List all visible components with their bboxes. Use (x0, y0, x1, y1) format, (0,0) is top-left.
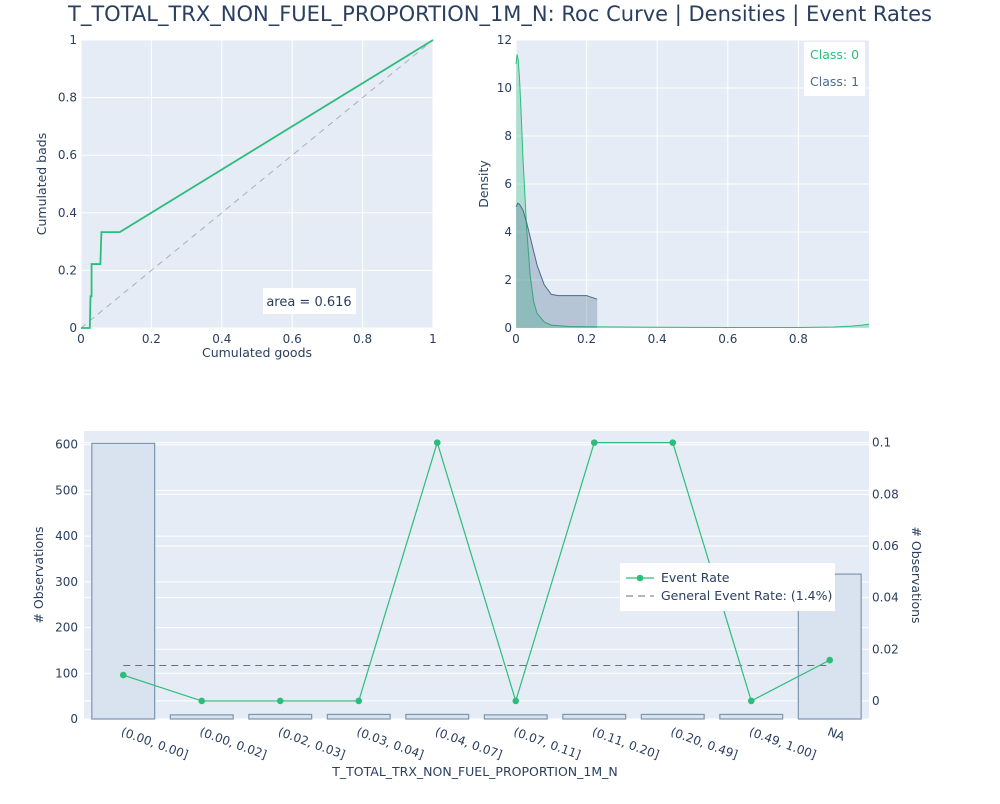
event-rate-left-tick-label: 300 (55, 575, 78, 589)
event-rate-category-label: (0.49, 1.00] (747, 725, 818, 762)
density-legend-box (804, 42, 865, 96)
event-rate-point (669, 439, 677, 446)
event-rate-point (119, 671, 127, 679)
roc-y-tick-label: 0 (69, 321, 77, 335)
event-rate-left-tick-label: 500 (55, 483, 78, 497)
observation-bar (562, 713, 627, 720)
event-rate-right-tick-label: 0.1 (872, 436, 891, 450)
observation-bar (405, 713, 470, 720)
density-y-tick-label: 2 (504, 273, 512, 287)
roc-y-tick-label: 0.4 (58, 206, 77, 220)
density-grid (515, 39, 869, 329)
roc-area-annotation: area = 0.616 (266, 295, 351, 310)
observation-bar (248, 713, 313, 720)
event-rate-point (355, 697, 363, 705)
roc-y-tick-label: 0.2 (58, 263, 77, 277)
event-rate-panel: 0 100 200 300 400 500 600 0 0.02 0.04 0.06 0.08 0.1 (… (31, 431, 924, 779)
event-rate-category-label: (0.04, 0.07] (433, 725, 504, 762)
density-ticks: 0 0.2 0.4 0.6 0.8 0 2 4 6 8 10 12 (497, 33, 808, 346)
event-rate-category-label: (0.02, 0.03] (276, 725, 347, 762)
event-rate-right-y-axis-label: # Observations (909, 526, 924, 623)
event-rate-point (747, 697, 755, 705)
density-x-tick-label: 0.2 (577, 332, 596, 346)
event-rate-category-label: (0.00, 0.02] (198, 725, 269, 762)
density-y-tick-label: 4 (504, 225, 512, 239)
event-rate-category-label: (0.11, 0.20] (590, 725, 661, 762)
event-rate-right-tick-label: 0.08 (872, 487, 899, 501)
roc-y-tick-label: 0.6 (58, 148, 77, 162)
roc-x-axis-label: Cumulated goods (202, 345, 312, 360)
event-rate-point (826, 656, 834, 664)
event-rate-point (276, 697, 284, 705)
density-legend-class1: Class: 1 (810, 74, 859, 89)
density-x-tick-label: 0.4 (648, 332, 667, 346)
roc-panel: 0 0.2 0.4 0.6 0.8 1 0 0.2 0.4 0.6 0.8 1 Cumulated g… (34, 33, 437, 360)
density-y-tick-label: 12 (497, 33, 512, 47)
density-area-class1 (516, 203, 598, 328)
event-rate-left-y-axis-label: # Observations (31, 526, 46, 623)
roc-x-tick-label: 0 (77, 332, 85, 346)
roc-grid (80, 39, 434, 329)
observation-bar (326, 713, 391, 720)
density-x-tick-label: 0.8 (789, 332, 808, 346)
event-rate-category-label: (0.07, 0.11] (512, 725, 583, 762)
event-rate-point (433, 439, 441, 446)
density-y-tick-label: 0 (504, 321, 512, 335)
event-rate-right-tick-label: 0.06 (872, 539, 899, 553)
density-legend-class0: Class: 0 (810, 47, 859, 62)
event-rate-right-tick-label: 0 (872, 694, 880, 708)
density-y-axis-label: Density (476, 160, 491, 208)
observation-bar (169, 714, 234, 720)
event-rate-category-label: (0.00, 0.00] (119, 725, 190, 762)
density-marks (515, 54, 870, 329)
roc-y-tick-label: 1 (69, 33, 77, 47)
event-rate-left-tick-label: 0 (70, 712, 78, 726)
event-rate-legend-box (620, 563, 835, 611)
event-rate-category-label: (0.20, 0.49] (669, 725, 740, 762)
roc-x-tick-label: 0.4 (212, 332, 231, 346)
roc-marks (80, 39, 434, 329)
legend-event-rate-label: Event Rate (661, 570, 730, 585)
density-x-tick-label: 0 (512, 332, 520, 346)
event-rate-point (590, 439, 598, 446)
event-rate-left-tick-label: 600 (55, 438, 78, 452)
legend-general-rate-label: General Event Rate: (1.4%) (661, 588, 832, 603)
observation-bar (483, 714, 548, 720)
roc-ticks: 0 0.2 0.4 0.6 0.8 1 0 0.2 0.4 0.6 0.8 1 (58, 33, 437, 346)
roc-x-tick-label: 0.2 (142, 332, 161, 346)
roc-curve-line (81, 39, 434, 329)
roc-area-box (263, 288, 356, 314)
density-y-tick-label: 6 (504, 177, 512, 191)
event-rate-point (198, 697, 206, 705)
density-x-tick-label: 0.6 (718, 332, 737, 346)
event-rate-category-label: NA (826, 725, 848, 744)
event-rate-category-label: (0.03, 0.04] (355, 725, 426, 762)
observation-bar (719, 713, 784, 720)
roc-x-tick-label: 0.8 (353, 332, 372, 346)
density-line-class0 (515, 54, 870, 329)
density-y-tick-label: 10 (497, 81, 512, 95)
density-line-class1 (515, 202, 598, 300)
density-y-tick-label: 8 (504, 129, 512, 143)
roc-y-axis-label: Cumulated bads (34, 133, 49, 235)
event-rate-left-tick-label: 400 (55, 529, 78, 543)
roc-diagonal-line (80, 39, 434, 329)
event-rate-right-tick-label: 0.04 (872, 591, 899, 605)
roc-x-tick-label: 0.6 (283, 332, 302, 346)
event-rate-left-tick-label: 200 (55, 621, 78, 635)
event-rate-right-tick-label: 0.02 (872, 642, 899, 656)
legend-event-rate-marker (636, 574, 644, 582)
chart-title: T_TOTAL_TRX_NON_FUEL_PROPORTION_1M_N: Ro… (67, 2, 932, 27)
roc-y-tick-label: 0.8 (58, 91, 77, 105)
event-rate-x-axis-label: T_TOTAL_TRX_NON_FUEL_PROPORTION_1M_N (331, 764, 617, 779)
roc-x-tick-label: 1 (429, 332, 437, 346)
event-rate-left-tick-label: 100 (55, 666, 78, 680)
event-rate-point (512, 697, 520, 705)
observation-bar (640, 713, 705, 720)
